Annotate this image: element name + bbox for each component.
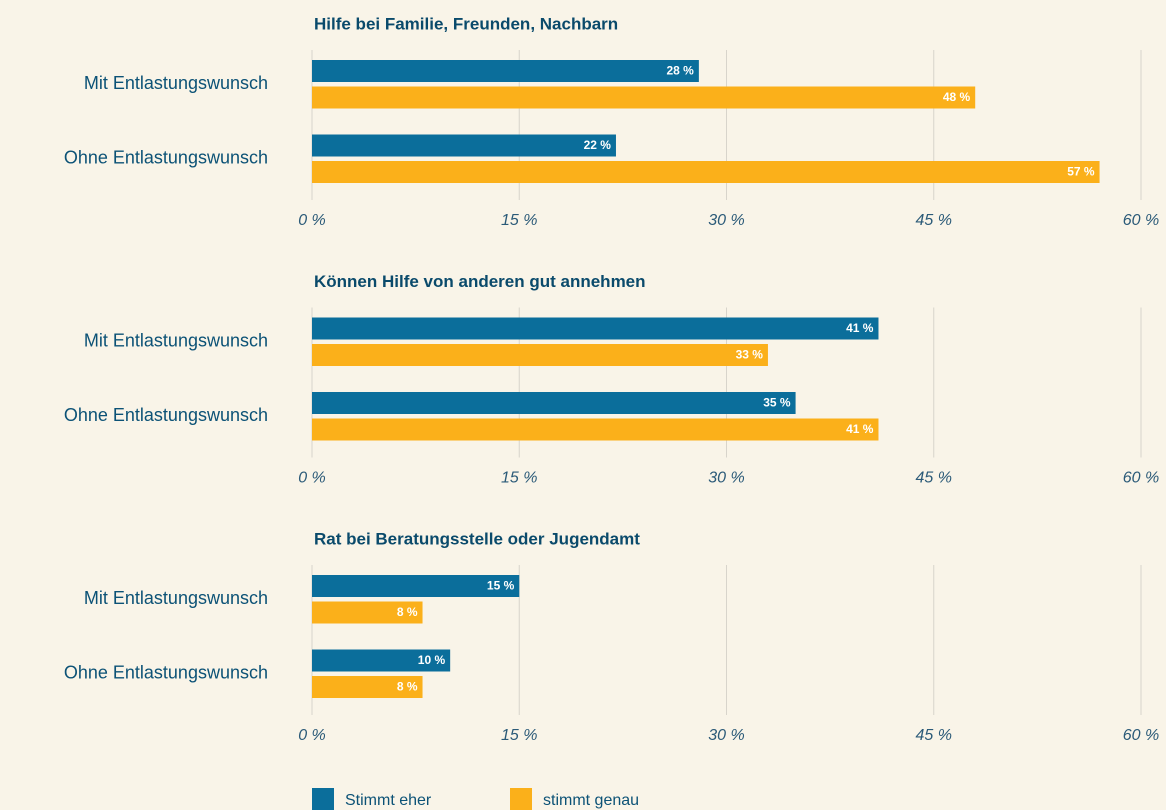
x-tick-label: 0 % [298,212,326,229]
x-tick-label: 45 % [916,727,952,744]
value-label: 48 % [943,90,971,104]
category-label: Mit Entlastungswunsch [84,330,268,350]
bar [312,344,768,366]
x-tick-label: 30 % [708,212,744,229]
value-label: 33 % [736,348,764,362]
category-label: Ohne Entlastungswunsch [64,405,268,425]
category-label: Ohne Entlastungswunsch [64,662,268,682]
bar [312,601,423,624]
value-label: 35 % [763,396,791,410]
bar [312,161,1100,183]
panel-title: Rat bei Beratungsstelle oder Jugendamt [314,529,640,548]
x-tick-label: 15 % [501,212,537,229]
bar [312,392,796,414]
legend-label: Stimmt eher [345,792,432,809]
x-tick-label: 30 % [708,727,744,744]
value-label: 28 % [667,64,695,78]
value-label: 15 % [487,579,515,593]
value-label: 8 % [397,605,418,619]
value-label: 10 % [418,653,446,667]
value-label: 22 % [584,138,612,152]
bar [312,575,520,597]
x-tick-label: 30 % [708,470,744,487]
value-label: 8 % [397,680,418,694]
category-label: Mit Entlastungswunsch [84,73,268,93]
value-label: 41 % [846,422,874,436]
category-label: Ohne Entlastungswunsch [64,147,268,167]
bar [312,134,616,157]
legend-swatch [312,788,334,810]
panel-title: Hilfe bei Familie, Freunden, Nachbarn [314,14,618,33]
value-label: 41 % [846,321,874,335]
legend-label: stimmt genau [543,792,639,809]
x-tick-label: 0 % [298,470,326,487]
x-tick-label: 45 % [916,470,952,487]
x-tick-label: 60 % [1123,470,1159,487]
x-tick-label: 60 % [1123,212,1159,229]
bar [312,60,699,82]
bar [312,676,423,698]
legend-swatch [510,788,532,810]
bar [312,86,976,109]
x-tick-label: 60 % [1123,727,1159,744]
panel-title: Können Hilfe von anderen gut annehmen [314,272,646,291]
x-tick-label: 15 % [501,727,537,744]
x-tick-label: 45 % [916,212,952,229]
bar [312,418,879,441]
bar [312,649,451,672]
x-tick-label: 0 % [298,727,326,744]
value-label: 57 % [1067,165,1095,179]
bar [312,317,879,340]
category-label: Mit Entlastungswunsch [84,588,268,608]
x-tick-label: 15 % [501,470,537,487]
